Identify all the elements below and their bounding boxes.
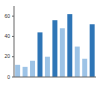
svg-text:40: 40 — [4, 33, 10, 39]
svg-text:20: 20 — [4, 53, 10, 59]
svg-text:60: 60 — [4, 13, 10, 19]
svg-text:0: 0 — [7, 74, 10, 80]
